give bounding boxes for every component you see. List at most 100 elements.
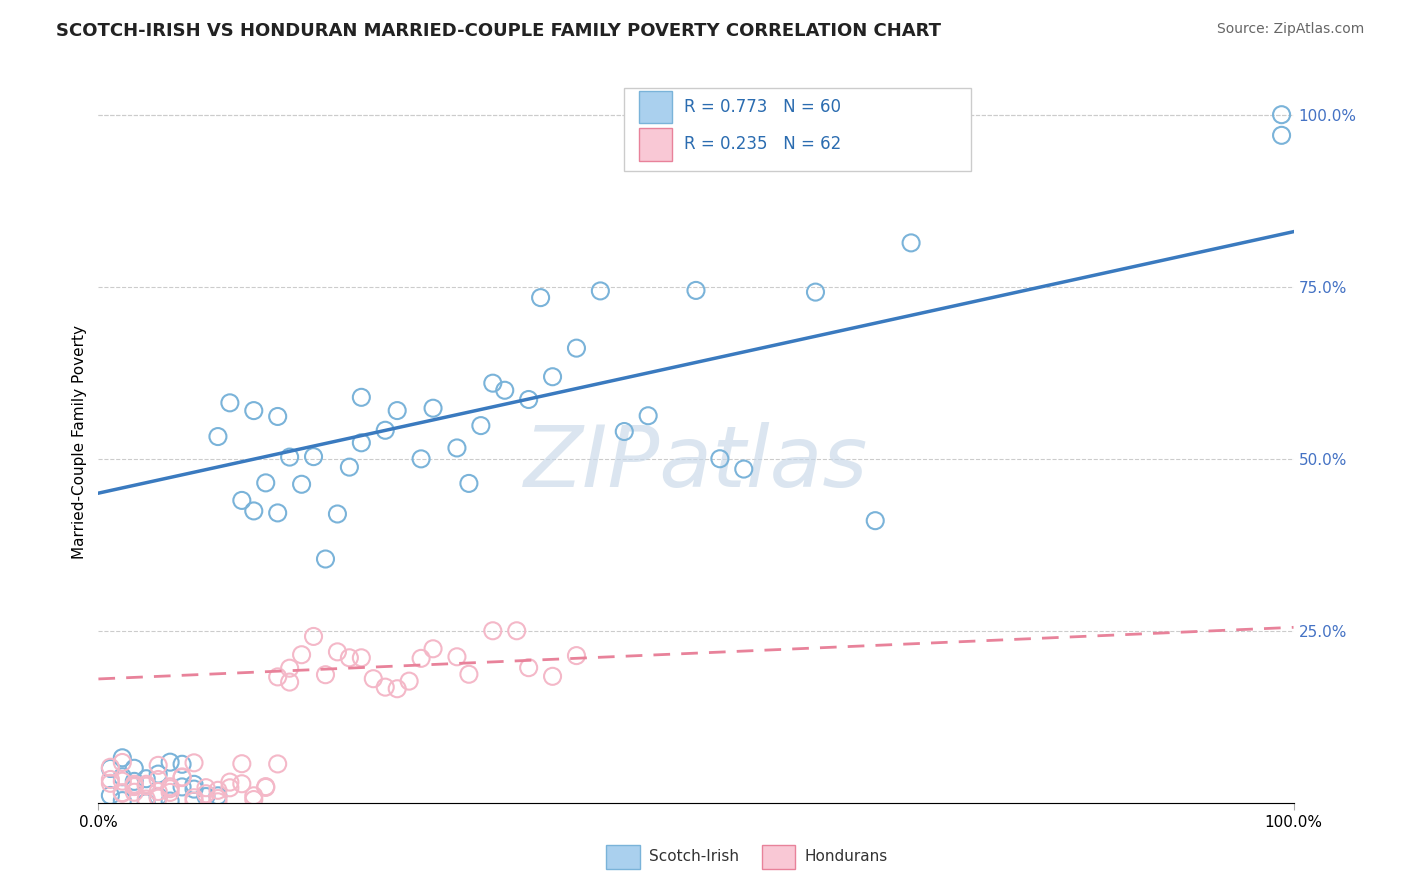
Point — [709, 451, 731, 466]
Point — [315, 552, 337, 566]
Point — [243, 792, 266, 806]
Point — [267, 506, 290, 520]
Point — [159, 785, 181, 799]
Point — [733, 462, 755, 476]
Text: SCOTCH-IRISH VS HONDURAN MARRIED-COUPLE FAMILY POVERTY CORRELATION CHART: SCOTCH-IRISH VS HONDURAN MARRIED-COUPLE … — [56, 22, 941, 40]
Point — [159, 781, 181, 796]
Point — [254, 780, 277, 795]
Point — [207, 783, 229, 797]
Point — [541, 369, 564, 384]
Point — [481, 624, 505, 638]
Point — [315, 667, 337, 681]
Point — [219, 396, 242, 410]
Point — [326, 645, 349, 659]
Point — [350, 390, 373, 404]
Point — [111, 751, 134, 765]
Point — [219, 775, 242, 789]
Point — [148, 791, 170, 805]
Point — [183, 794, 205, 808]
Point — [148, 789, 170, 804]
Point — [111, 794, 134, 808]
Point — [135, 772, 157, 786]
Point — [172, 757, 194, 772]
Point — [159, 794, 181, 808]
Text: R = 0.235   N = 62: R = 0.235 N = 62 — [685, 136, 841, 153]
Point — [243, 403, 266, 417]
Point — [98, 772, 122, 787]
Point — [243, 789, 266, 803]
Point — [267, 670, 290, 684]
Point — [124, 785, 146, 799]
Point — [148, 758, 170, 772]
Point — [506, 624, 529, 638]
Point — [411, 651, 433, 665]
Point — [458, 667, 481, 681]
Point — [98, 789, 122, 803]
Point — [481, 376, 505, 391]
Point — [267, 756, 290, 771]
Point — [98, 762, 122, 776]
Point — [865, 514, 887, 528]
Point — [159, 755, 181, 769]
Point — [135, 792, 157, 806]
Point — [363, 672, 385, 686]
Point — [385, 403, 409, 417]
Point — [111, 786, 134, 800]
Point — [195, 787, 218, 801]
Text: Scotch-Irish: Scotch-Irish — [650, 849, 740, 864]
Point — [111, 774, 134, 789]
Point — [804, 285, 827, 299]
Point — [278, 661, 301, 675]
Bar — [638, 128, 672, 161]
Text: Source: ZipAtlas.com: Source: ZipAtlas.com — [1216, 22, 1364, 37]
Point — [278, 675, 301, 690]
Point — [494, 384, 516, 398]
Point — [589, 284, 612, 298]
Point — [195, 789, 218, 804]
Point — [98, 776, 122, 790]
Point — [613, 425, 636, 439]
Point — [124, 777, 146, 791]
Point — [111, 770, 134, 784]
Bar — [606, 846, 640, 869]
Point — [374, 680, 396, 694]
Point — [339, 460, 361, 475]
Point — [458, 476, 481, 491]
Point — [470, 418, 492, 433]
Point — [172, 771, 194, 785]
Point — [98, 760, 122, 774]
Point — [254, 780, 277, 794]
Point — [148, 772, 170, 787]
Point — [1271, 128, 1294, 143]
Point — [183, 756, 205, 770]
Point — [183, 790, 205, 805]
Point — [685, 284, 707, 298]
Point — [1271, 108, 1294, 122]
Point — [385, 681, 409, 696]
Point — [135, 796, 157, 810]
Point — [124, 761, 146, 775]
Point — [350, 435, 373, 450]
Point — [517, 661, 540, 675]
Point — [291, 477, 314, 491]
Point — [207, 791, 229, 805]
Point — [565, 341, 588, 355]
Point — [172, 780, 194, 794]
Point — [326, 507, 349, 521]
Point — [111, 786, 134, 800]
Point — [231, 756, 253, 771]
Point — [374, 423, 396, 437]
Point — [446, 649, 468, 664]
Point — [124, 774, 146, 789]
Point — [900, 235, 922, 250]
Point — [267, 409, 290, 424]
Point — [124, 779, 146, 793]
Point — [291, 648, 314, 662]
Point — [172, 770, 194, 784]
Y-axis label: Married-Couple Family Poverty: Married-Couple Family Poverty — [72, 325, 87, 558]
FancyBboxPatch shape — [624, 87, 972, 170]
Bar — [638, 91, 672, 123]
Point — [159, 780, 181, 794]
Point — [302, 629, 325, 643]
Point — [411, 451, 433, 466]
